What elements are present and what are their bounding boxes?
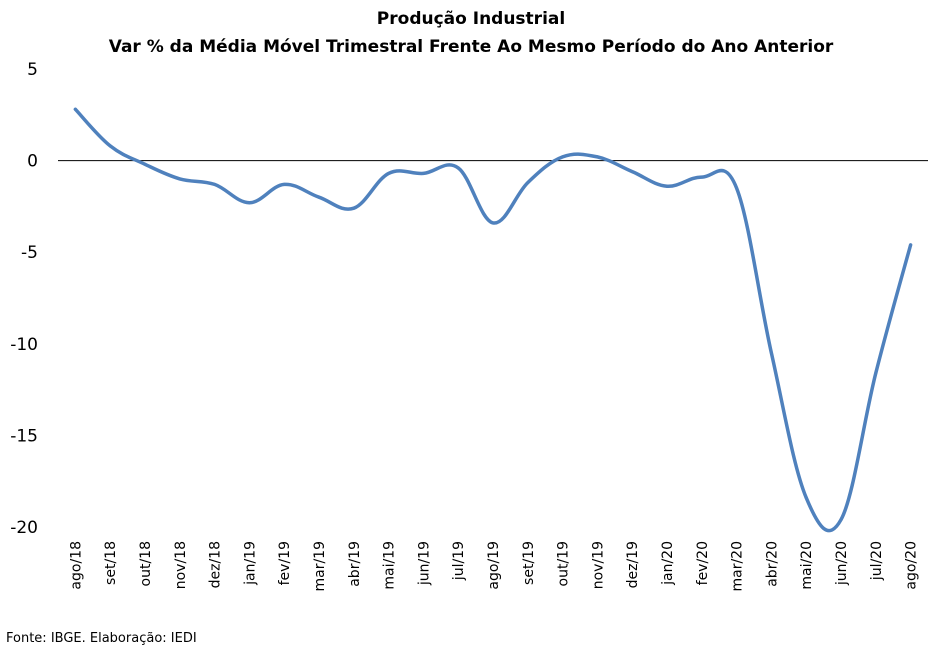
x-tick-label: jan/20 bbox=[660, 541, 676, 586]
x-tick-label: ago/20 bbox=[904, 541, 920, 590]
data-point bbox=[247, 201, 251, 205]
data-point bbox=[769, 351, 773, 355]
data-point bbox=[387, 171, 391, 175]
x-tick-label: abr/20 bbox=[764, 541, 780, 587]
data-point bbox=[421, 171, 425, 175]
y-tick-label: -20 bbox=[10, 518, 38, 538]
x-tick-label: mar/19 bbox=[312, 541, 328, 592]
y-tick-label: 5 bbox=[27, 60, 38, 80]
source-note: Fonte: IBGE. Elaboração: IEDI bbox=[6, 631, 197, 646]
data-point bbox=[665, 184, 669, 188]
x-tick-label: set/19 bbox=[521, 541, 537, 585]
x-tick-label: out/18 bbox=[138, 541, 154, 586]
data-point bbox=[352, 206, 356, 210]
data-point bbox=[317, 195, 321, 199]
data-point bbox=[909, 243, 913, 247]
chart-title: Produção Industrial bbox=[377, 9, 565, 29]
data-point bbox=[526, 181, 530, 185]
x-tick-label: nov/19 bbox=[590, 541, 606, 589]
data-point bbox=[700, 175, 704, 179]
x-tick-label: fev/20 bbox=[695, 541, 711, 585]
x-tick-label: jun/20 bbox=[834, 541, 850, 586]
x-tick-label: nov/18 bbox=[173, 541, 189, 589]
data-point bbox=[108, 144, 112, 148]
series-group bbox=[73, 107, 913, 533]
x-tick-label: abr/19 bbox=[347, 541, 363, 587]
x-tick-label: jul/20 bbox=[869, 541, 885, 581]
x-tick-label: mar/20 bbox=[730, 541, 746, 592]
x-tick-label: jun/19 bbox=[416, 541, 432, 586]
chart-subtitle: Var % da Média Móvel Trimestral Frente A… bbox=[109, 37, 834, 57]
data-point bbox=[561, 155, 565, 159]
x-tick-label: mai/20 bbox=[799, 541, 815, 590]
y-tick-label: -15 bbox=[10, 426, 38, 446]
y-tick-label: 0 bbox=[27, 152, 38, 172]
series-line bbox=[73, 107, 913, 533]
y-tick-label: -5 bbox=[21, 243, 38, 263]
data-point bbox=[874, 371, 878, 375]
data-point bbox=[73, 107, 77, 111]
x-axis-ticks: ago/18 set/18 out/18 nov/18 dez/18 jan/19 fev/… bbox=[68, 541, 919, 592]
x-tick-label: dez/19 bbox=[625, 541, 641, 588]
x-tick-label: jan/19 bbox=[242, 541, 258, 586]
x-tick-label: jul/19 bbox=[451, 541, 467, 581]
x-tick-label: ago/19 bbox=[486, 541, 502, 590]
data-point bbox=[804, 496, 808, 500]
x-tick-label: fev/19 bbox=[277, 541, 293, 585]
data-point bbox=[282, 182, 286, 186]
y-axis-ticks: 5 0 -5 -10 -15 -20 bbox=[10, 60, 38, 538]
x-tick-label: ago/18 bbox=[68, 541, 84, 590]
data-point bbox=[839, 518, 843, 522]
x-tick-label: dez/18 bbox=[208, 541, 224, 588]
x-tick-label: mai/19 bbox=[382, 541, 398, 590]
data-point bbox=[143, 162, 147, 166]
data-point bbox=[595, 155, 599, 159]
data-point bbox=[630, 170, 634, 174]
data-point bbox=[491, 221, 495, 225]
data-point bbox=[178, 177, 182, 181]
y-tick-label: -10 bbox=[10, 335, 38, 355]
data-point bbox=[735, 186, 739, 190]
x-tick-label: out/19 bbox=[556, 541, 572, 586]
x-tick-label: set/18 bbox=[103, 541, 119, 585]
data-point bbox=[213, 182, 217, 186]
data-point bbox=[456, 166, 460, 170]
